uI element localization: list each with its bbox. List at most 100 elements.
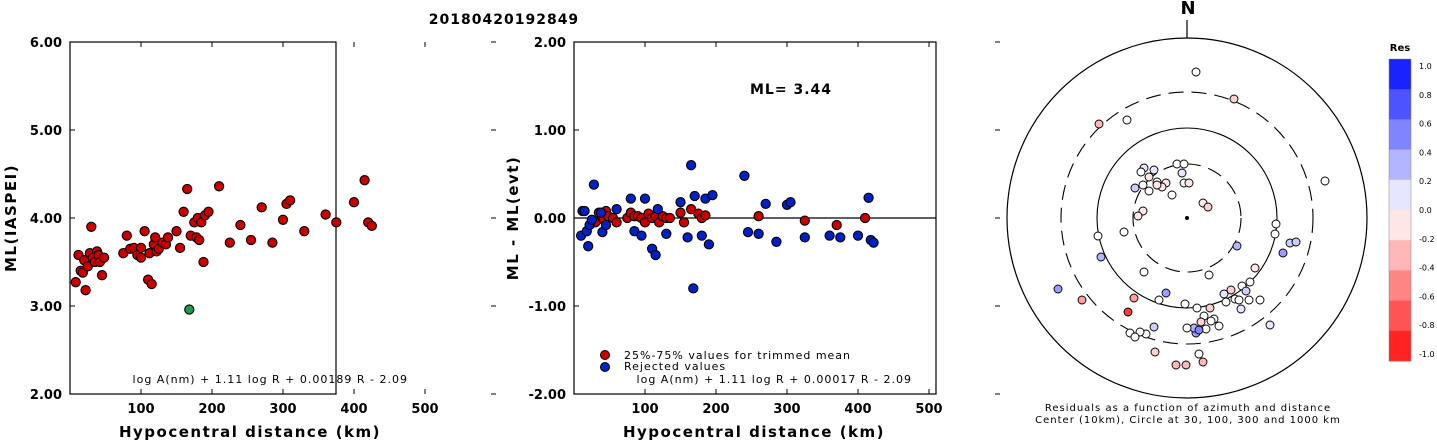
polar-point bbox=[1171, 360, 1181, 370]
plot2-ytick-label: 0.00 bbox=[534, 212, 566, 227]
plot1-point-red bbox=[98, 252, 110, 263]
event-title: 20180420192849 bbox=[429, 12, 579, 28]
polar-point bbox=[1250, 263, 1260, 273]
plot2-point-red bbox=[700, 210, 711, 221]
residual-vs-distance-plot: -2.00 -1.00 0.00 1.00 2.00 100 200 300 400 500 ML… bbox=[504, 36, 1000, 441]
plot1-point-red bbox=[174, 242, 186, 254]
plot2-point-blue bbox=[652, 204, 663, 215]
plot2-point-blue bbox=[636, 230, 647, 241]
plot2-xtick-label: 200 bbox=[702, 402, 729, 417]
north-label: N bbox=[1180, 0, 1195, 19]
plot2-point-blue bbox=[739, 170, 750, 181]
plot1-point-red bbox=[213, 181, 225, 192]
polar-point bbox=[1198, 357, 1208, 367]
plot1-point-red bbox=[194, 234, 205, 246]
plot2-points bbox=[575, 160, 879, 294]
colorbar-tick-label: -0.6 bbox=[1419, 292, 1435, 301]
plot1-ytick-label: 2.00 bbox=[30, 388, 62, 403]
colorbar-cell bbox=[1389, 59, 1411, 90]
plot2-point-blue bbox=[703, 239, 715, 250]
plot2-point-blue bbox=[771, 236, 782, 247]
plot1-point-red bbox=[86, 221, 97, 232]
ml-vs-distance-plot: 2.00 3.00 4.00 5.00 6.00 100 200 300 400 500 ML(I… bbox=[2, 36, 496, 441]
plot2-point-blue bbox=[600, 219, 612, 231]
plot2-point-blue bbox=[835, 232, 846, 243]
plot2-point-blue bbox=[586, 214, 597, 225]
polar-point bbox=[1234, 295, 1244, 305]
polar-point bbox=[1180, 299, 1190, 309]
polar-point bbox=[1182, 323, 1192, 333]
polar-point bbox=[1053, 284, 1063, 294]
plot1-point-red bbox=[267, 237, 278, 248]
plot1-point-red bbox=[135, 252, 147, 263]
plot2-point-blue bbox=[595, 207, 607, 218]
colorbar-cell bbox=[1389, 89, 1411, 120]
plot1-point-red bbox=[224, 237, 235, 248]
legend-blue-marker bbox=[600, 362, 610, 372]
polar-point bbox=[1133, 211, 1143, 221]
plot1-ytick-label: 4.00 bbox=[30, 212, 62, 227]
ring-100km bbox=[1096, 127, 1278, 309]
plot2-point-blue bbox=[661, 228, 672, 239]
polar-point bbox=[1214, 321, 1224, 331]
polar-point bbox=[1154, 295, 1164, 305]
colorbar-cell bbox=[1389, 179, 1411, 211]
plot1-point-red bbox=[96, 270, 108, 281]
polar-point bbox=[1144, 172, 1154, 182]
colorbar-title: Res bbox=[1390, 43, 1410, 54]
plot2-point-blue bbox=[682, 232, 693, 243]
plot1-point-red bbox=[178, 206, 189, 217]
plot1-point-red bbox=[359, 175, 370, 186]
plot2-point-blue bbox=[583, 241, 594, 252]
polar-point bbox=[1221, 297, 1231, 307]
plot2-point-blue bbox=[742, 226, 754, 238]
polar-point bbox=[1204, 270, 1214, 280]
plot1-point-red bbox=[348, 197, 360, 208]
polar-point bbox=[1167, 190, 1177, 200]
polar-point bbox=[1245, 277, 1255, 287]
colorbar-tick-label: 0.6 bbox=[1419, 120, 1432, 129]
polar-point bbox=[1255, 295, 1265, 305]
polar-point bbox=[1129, 293, 1139, 303]
plot2-point-blue bbox=[753, 228, 764, 239]
plot1-point-red bbox=[299, 226, 310, 237]
azimuth-residual-plot: N Residuals as a function of azimuth and… bbox=[1006, 0, 1368, 426]
plot2-point-blue bbox=[760, 198, 771, 210]
plot1-point-red bbox=[277, 214, 289, 225]
plot1-point-red bbox=[245, 234, 257, 246]
polar-point bbox=[1194, 325, 1204, 335]
polar-point bbox=[1119, 227, 1129, 237]
plot1-point-red bbox=[235, 219, 246, 231]
polar-point bbox=[1219, 289, 1229, 299]
polar-point bbox=[1191, 67, 1201, 77]
polar-point bbox=[1244, 295, 1254, 305]
polar-point bbox=[1144, 186, 1154, 196]
plot1-ticks: 2.00 3.00 4.00 5.00 6.00 100 200 300 400 500 bbox=[30, 36, 496, 417]
polar-point bbox=[1138, 180, 1148, 190]
plot2-ytick-label: 1.00 bbox=[534, 124, 566, 139]
polar-point bbox=[1205, 303, 1215, 313]
polar-point bbox=[1236, 304, 1246, 314]
plot2-point-red bbox=[664, 212, 676, 224]
plot2-formula: log A(nm) + 1.11 log R + 0.00017 R - 2.0… bbox=[637, 373, 912, 386]
plot1-xlabel: Hypocentral distance (km) bbox=[119, 423, 381, 441]
colorbar-tick-label: 1.0 bbox=[1419, 62, 1432, 71]
polar-point bbox=[1184, 178, 1194, 188]
colorbar-cell bbox=[1389, 149, 1411, 181]
plot2-ytick-label: 2.00 bbox=[534, 36, 566, 51]
polar-caption-line1: Residuals as a function of azimuth and d… bbox=[1045, 403, 1331, 414]
polar-point bbox=[1152, 180, 1162, 190]
colorbar-cell bbox=[1389, 330, 1411, 362]
plot2-point-blue bbox=[707, 189, 718, 201]
polar-point bbox=[1149, 165, 1159, 175]
plot2-point-blue bbox=[824, 230, 835, 241]
colorbar-tick-label: -0.4 bbox=[1419, 264, 1435, 273]
plot2-point-blue bbox=[650, 249, 661, 261]
plot1-xtick-label: 400 bbox=[340, 402, 367, 417]
plot1-formula: log A(nm) + 1.11 log R + 0.00189 R - 2.0… bbox=[133, 373, 408, 386]
colorbar-cell bbox=[1389, 210, 1411, 241]
plot1-point-red bbox=[203, 206, 214, 217]
plot2-xtick-label: 500 bbox=[915, 402, 942, 417]
polar-point bbox=[1150, 347, 1160, 357]
